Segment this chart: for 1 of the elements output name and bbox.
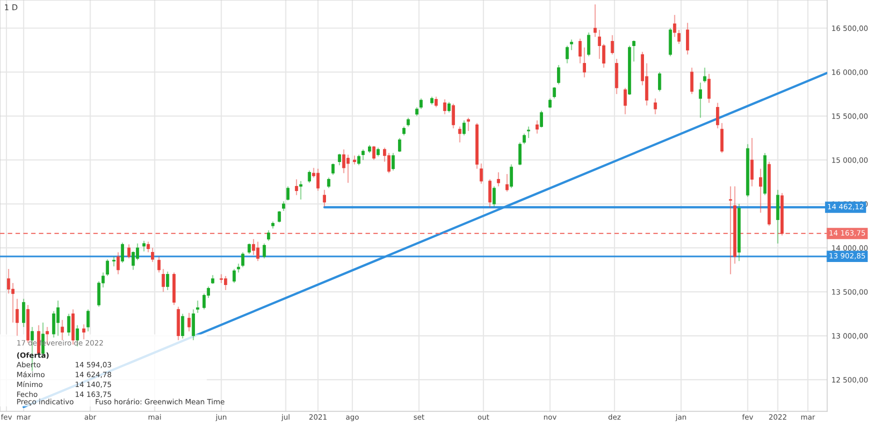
candlestick — [220, 274, 223, 284]
